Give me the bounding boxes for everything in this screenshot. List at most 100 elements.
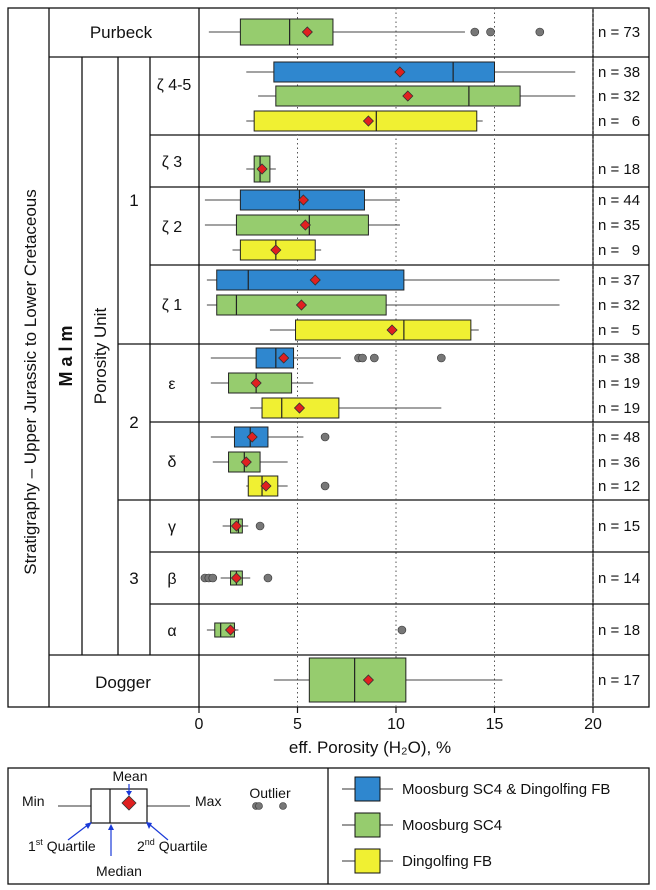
n-count-label: n = 32 (598, 88, 640, 105)
mean-marker (230, 572, 242, 584)
legend-q1-label: 1st Quartile (28, 837, 96, 854)
legend-outlier-label: Outlier (249, 785, 291, 801)
subunit-label-alpha: α (167, 623, 176, 640)
iqr-box (273, 61, 495, 83)
subunit-label-zeta45: ζ 4-5 (157, 77, 192, 94)
mean-marker (362, 674, 374, 686)
subunit-label-zeta2: ζ 2 (162, 219, 183, 236)
mean-marker (293, 402, 306, 414)
n-count-label: n = 19 (598, 375, 640, 392)
subunit-label-epsilon: ε (168, 376, 175, 393)
n-count-label: n = 5 (598, 322, 640, 339)
legend-outlier-dot (279, 802, 287, 810)
outlier-point (208, 573, 218, 583)
n-count-label: n = 9 (598, 242, 640, 259)
subunit-label-zeta1: ζ 1 (162, 297, 183, 314)
legend-key-mean-marker (121, 795, 137, 811)
n-count-label: n = 38 (598, 64, 640, 81)
subunit-label-gamma: γ (168, 519, 176, 536)
iqr-box (275, 85, 521, 107)
porosity-unit-label: Porosity Unit (91, 308, 110, 405)
n-count-label: n = 38 (598, 350, 640, 367)
n-count-label: n = 18 (598, 161, 640, 178)
legend-q3-label: 2nd Quartile (137, 837, 208, 854)
unit-label-3: 3 (129, 569, 138, 588)
n-count-label: n = 17 (598, 672, 640, 689)
legend-entry-blue: Moosburg SC4 & Dingolfing FB (402, 781, 610, 798)
mean-marker (256, 163, 268, 175)
mean-marker (309, 274, 321, 286)
legend-series: Moosburg SC4 & Dingolfing FB Moosburg SC… (342, 776, 610, 874)
outlier-point (535, 27, 545, 37)
subunit-label-delta: δ (168, 454, 177, 471)
malm-label: M a l m (56, 325, 76, 386)
n-count-label: n = 48 (598, 429, 640, 446)
n-count-label: n = 73 (598, 24, 640, 41)
mean-marker (278, 352, 290, 364)
mean-marker (297, 194, 309, 206)
x-tick-label: 5 (293, 716, 302, 733)
legend-outlier-dot (255, 802, 263, 810)
mean-marker (260, 480, 272, 492)
mean-marker (270, 244, 282, 256)
mean-marker (394, 66, 406, 78)
outlier-point (320, 432, 330, 442)
unit-label-1: 1 (129, 191, 138, 210)
mean-marker (250, 377, 262, 389)
n-count-label: n = 32 (598, 297, 640, 314)
legend-swatch-yellow (354, 848, 381, 874)
n-count-label: n = 18 (598, 622, 640, 639)
x-axis-label: eff. Porosity (H₂O), % (289, 738, 451, 757)
outlier-point (397, 625, 407, 635)
outlier-point (486, 27, 495, 37)
mean-marker (224, 624, 237, 636)
legend-max-label: Max (195, 793, 221, 809)
outlier-point (358, 353, 367, 363)
legend-min-label: Min (22, 793, 45, 809)
n-count-label: n = 6 (598, 113, 640, 130)
mean-marker (299, 219, 311, 231)
mean-marker (362, 115, 374, 127)
mean-marker (295, 299, 308, 311)
table-lines (48, 8, 649, 707)
mean-marker (386, 324, 398, 336)
legend-mean-label: Mean (112, 768, 147, 784)
subunit-label-zeta3: ζ 3 (162, 154, 183, 171)
mean-marker (230, 520, 242, 532)
mean-marker (402, 90, 414, 102)
chart-frame (7, 7, 650, 708)
outlier-point (470, 27, 480, 37)
n-count-label: n = 14 (598, 570, 640, 587)
iqr-box (295, 319, 472, 341)
n-count-label: n = 35 (598, 217, 640, 234)
stratigraphy-label: Stratigraphy – Upper Jurassic to Lower C… (21, 189, 40, 575)
legend-entry-green: Moosburg SC4 (402, 817, 502, 834)
outlier-point (370, 353, 379, 363)
mean-marker (240, 456, 252, 468)
n-count-label: n = 12 (598, 478, 640, 495)
legend-entry-yellow: Dingolfing FB (402, 853, 492, 870)
outlier-point (437, 353, 446, 363)
mean-marker (301, 26, 313, 38)
iqr-box (239, 18, 334, 46)
mean-marker (246, 431, 258, 443)
legend-key-box (90, 788, 148, 824)
n-count-label: n = 19 (598, 400, 640, 417)
formation-label-purbeck: Purbeck (90, 23, 153, 42)
n-count-label: n = 37 (598, 272, 640, 289)
boxplot-layer: n = 73 n = 38 n = 32 n = 6 n = 18 n = 44 n = 3… (200, 18, 640, 703)
legend-median-label: Median (96, 863, 142, 879)
n-count-label: n = 44 (598, 192, 640, 209)
outlier-point (263, 573, 273, 583)
subunit-label-beta: β (167, 571, 176, 588)
formation-label-dogger: Dogger (95, 673, 151, 692)
unit-label-2: 2 (129, 413, 138, 432)
n-count-label: n = 15 (598, 518, 640, 535)
x-tick-label: 15 (486, 716, 504, 733)
legend-box-key: Min Max Mean Outlier Median 1st Quartile… (22, 768, 291, 879)
x-tick-label: 0 (195, 716, 204, 733)
legend-swatch-blue (354, 776, 381, 802)
x-tick-label: 10 (387, 716, 405, 733)
legend-swatch-green (354, 812, 381, 838)
